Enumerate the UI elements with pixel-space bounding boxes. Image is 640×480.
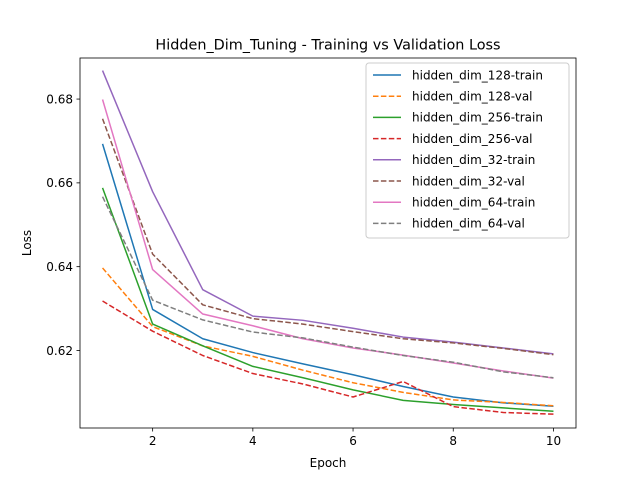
x-axis-title: Epoch [310, 456, 347, 470]
x-tick-label: 10 [546, 434, 561, 448]
legend-items: hidden_dim_128-train hidden_dim_128-valhi… [373, 68, 543, 231]
x-axis: 2 4 6 8 10 [149, 428, 561, 448]
legend-label: hidden_dim_64-val [412, 217, 525, 231]
x-tick-label: 6 [349, 434, 357, 448]
legend-label: hidden_dim_32-val [412, 174, 525, 188]
series-line-hidden_dim_32-val [101, 118, 554, 356]
legend-label: hidden_dim_256-train [412, 111, 543, 125]
legend-label: hidden_dim_64-train [412, 196, 535, 210]
legend-label: hidden_dim_128-val [412, 90, 533, 104]
x-tick-label: 2 [149, 434, 157, 448]
plot-frame [79, 57, 577, 429]
y-tick-label: 0.68 [46, 92, 73, 106]
legend-label: hidden_dim_128-train [412, 68, 543, 82]
series-line-hidden_dim_128-train [101, 143, 554, 407]
x-tick-label: 8 [449, 434, 457, 448]
y-axis: 0.62 0.64 0.66 0.68 [46, 92, 80, 358]
y-tick-label: 0.64 [46, 260, 73, 274]
series-line-hidden_dim_64-train [101, 99, 554, 379]
series-line-hidden_dim_256-train [101, 187, 554, 412]
y-tick-label: 0.66 [46, 176, 73, 190]
y-axis-title: Loss [20, 230, 34, 256]
series-layer [101, 70, 554, 415]
legend-label: hidden_dim_256-val [412, 132, 533, 146]
legend: hidden_dim_128-train hidden_dim_128-valhi… [365, 62, 570, 239]
series-line-hidden_dim_128-val [101, 267, 554, 407]
y-tick-label: 0.62 [46, 344, 73, 358]
series-line-hidden_dim_256-val [102, 300, 554, 415]
legend-frame [365, 62, 570, 239]
legend-label: hidden_dim_32-train [412, 153, 535, 167]
x-tick-label: 4 [249, 434, 257, 448]
series-line-hidden_dim_64-val [101, 196, 554, 379]
chart-title: Hidden_Dim_Tuning - Training vs Validati… [155, 38, 500, 54]
